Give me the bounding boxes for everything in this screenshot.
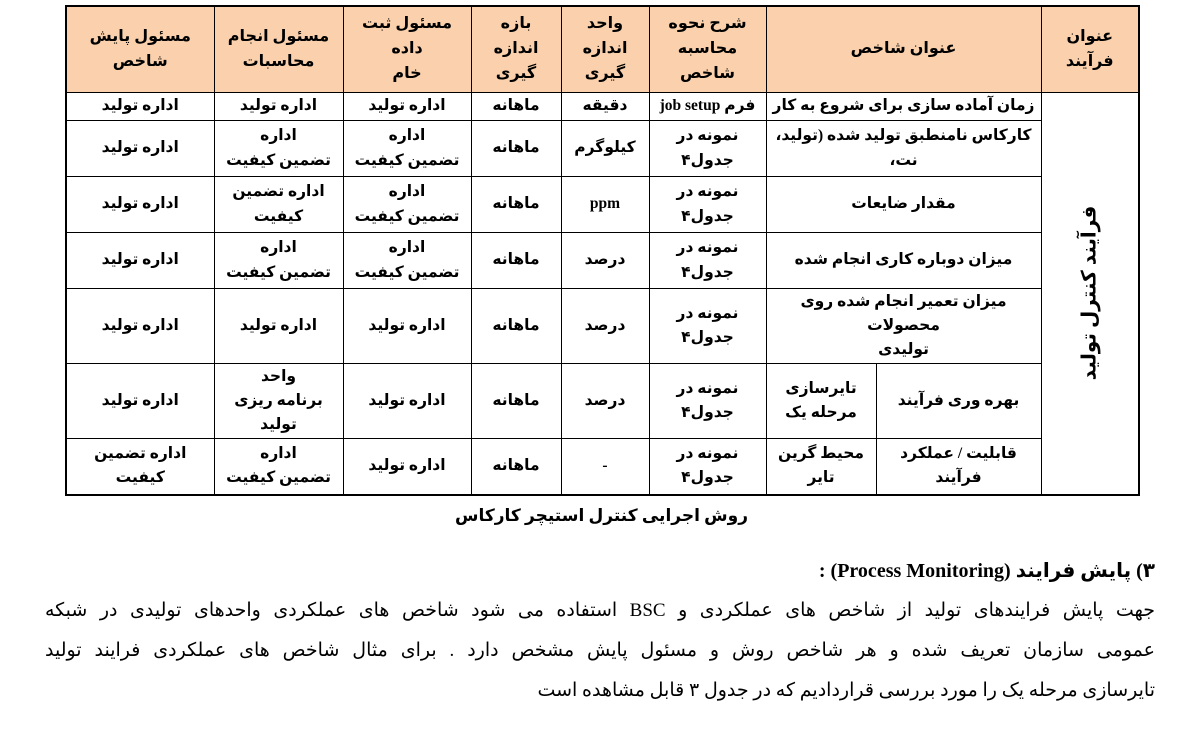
- cell-indicator-sub: محیط گرین تایر: [765, 438, 877, 496]
- cell-monitor: اداره تولید: [65, 287, 215, 365]
- cell-calc: نمونه در جدول۴: [648, 232, 767, 289]
- cell-calculator: اداره تضمین کیفیت: [213, 232, 344, 289]
- cell-unit: درصد: [560, 363, 650, 440]
- cell-recorder: اداره تضمین کیفیت: [342, 176, 472, 233]
- cell-interval: ماهانه: [470, 120, 562, 177]
- cell-indicator: میزان دوباره کاری انجام شده: [765, 232, 1042, 289]
- cell-calculator: اداره تولید: [213, 287, 344, 365]
- process-monitoring-section: ۳) پایش فرایند (Process Monitoring) : جه…: [45, 558, 1155, 711]
- cell-indicator: زمان آماده سازی برای شروع به کار: [765, 92, 1042, 121]
- paragraph-line: تایرسازی مرحله یک را مورد بررسی قراردادی…: [537, 679, 1155, 701]
- table-row: فرآیند کنترل تولید زمان آماده سازی برای …: [65, 91, 1140, 496]
- header-interval: بازه اندازه گیری: [470, 5, 562, 93]
- cell-calc: نمونه در جدول۴: [648, 363, 767, 440]
- table-row: کارکاس نامنطبق تولید شده (تولید، نت، نمو…: [65, 120, 1139, 177]
- cell-recorder: اداره تضمین کیفیت: [342, 232, 472, 289]
- cell-calculator: واحد برنامه ریزی تولید: [213, 363, 344, 440]
- cell-calculator: اداره تولید: [213, 92, 344, 121]
- cell-calculator: اداره تضمین کیفیت: [213, 120, 344, 177]
- cell-unit: درصد: [560, 287, 650, 365]
- cell-unit: کیلوگرم: [560, 120, 650, 177]
- cell-indicator-sub: تایرسازی مرحله یک: [765, 363, 877, 440]
- process-title-cell: فرآیند کنترل تولید: [1040, 91, 1140, 496]
- cell-unit: ppm: [560, 176, 650, 233]
- header-calc-method: شرح نحوه محاسبه شاخص: [648, 5, 767, 93]
- process-indicators-table: عنوان فرآیند عنوان شاخص شرح نحوه محاسبه …: [65, 5, 1141, 496]
- header-process-title: عنوان فرآیند: [1040, 5, 1140, 93]
- cell-indicator: مقدار ضایعات: [765, 176, 1042, 233]
- section-heading: ۳) پایش فرایند (Process Monitoring) :: [818, 559, 1155, 582]
- cell-recorder: اداره تضمین کیفیت: [342, 120, 472, 177]
- table-row: قابلیت / عملکرد فرآیند محیط گرین تایر نم…: [65, 438, 1139, 496]
- cell-monitor: اداره تولید: [65, 363, 215, 440]
- paragraph-line: عمومی سازمان تعریف شده و هر شاخص روش و م…: [45, 639, 1155, 661]
- header-unit: واحد اندازه گیری: [560, 5, 650, 93]
- header-monitor-responsible: مسئول پایش شاخص: [65, 5, 215, 93]
- header-calc-responsible: مسئول انجام محاسبات: [213, 5, 344, 93]
- cell-interval: ماهانه: [470, 363, 562, 440]
- cell-interval: ماهانه: [470, 232, 562, 289]
- cell-unit: -: [560, 438, 650, 496]
- cell-calculator: اداره تضمین کیفیت: [213, 438, 344, 496]
- cell-interval: ماهانه: [470, 438, 562, 496]
- cell-calc: نمونه در جدول۴: [648, 176, 767, 233]
- cell-calc: نمونه در جدول۴: [648, 438, 767, 496]
- cell-unit: درصد: [560, 232, 650, 289]
- process-title-vertical-text: فرآیند کنترل تولید: [1078, 205, 1101, 381]
- cell-unit: دقیقه: [560, 92, 650, 121]
- cell-monitor: اداره تضمین کیفیت: [65, 438, 215, 496]
- cell-monitor: اداره تولید: [65, 232, 215, 289]
- cell-indicator: میزان تعمیر انجام شده روی محصولات تولیدی: [765, 287, 1042, 365]
- cell-recorder: اداره تولید: [342, 363, 472, 440]
- cell-interval: ماهانه: [470, 92, 562, 121]
- section-paragraph: جهت پایش فرایندهای تولید از شاخص های عمل…: [45, 591, 1155, 711]
- table-caption: روش اجرایی کنترل استیچر کارکاس: [454, 505, 748, 525]
- cell-calculator: اداره تضمین کیفیت: [213, 176, 344, 233]
- cell-indicator: قابلیت / عملکرد فرآیند: [875, 438, 1042, 496]
- cell-recorder: اداره تولید: [342, 92, 472, 121]
- cell-recorder: اداره تولید: [342, 438, 472, 496]
- cell-interval: ماهانه: [470, 176, 562, 233]
- cell-monitor: اداره تولید: [65, 92, 215, 121]
- cell-calc: نمونه در جدول۴: [648, 120, 767, 177]
- cell-monitor: اداره تولید: [65, 120, 215, 177]
- cell-monitor: اداره تولید: [65, 176, 215, 233]
- paragraph-line: جهت پایش فرایندهای تولید از شاخص های عمل…: [45, 599, 1155, 621]
- cell-interval: ماهانه: [470, 287, 562, 365]
- table-container: عنوان فرآیند عنوان شاخص شرح نحوه محاسبه …: [65, 5, 1141, 496]
- table-row: بهره وری فرآیند تایرسازی مرحله یک نمونه …: [65, 363, 1139, 440]
- table-header-row: عنوان فرآیند عنوان شاخص شرح نحوه محاسبه …: [65, 5, 1140, 93]
- table-row: مقدار ضایعات نمونه در جدول۴ ppm ماهانه ا…: [65, 176, 1139, 233]
- table-row: میزان دوباره کاری انجام شده نمونه در جدو…: [65, 232, 1139, 289]
- cell-recorder: اداره تولید: [342, 287, 472, 365]
- cell-calc: نمونه در جدول۴: [648, 287, 767, 365]
- cell-indicator: بهره وری فرآیند: [875, 363, 1042, 440]
- cell-calc: فرم job setup: [648, 92, 767, 121]
- cell-indicator: کارکاس نامنطبق تولید شده (تولید، نت،: [765, 120, 1042, 177]
- header-indicator-title: عنوان شاخص: [765, 5, 1042, 93]
- table-row: میزان تعمیر انجام شده روی محصولات تولیدی…: [65, 287, 1139, 365]
- header-raw-data-recorder: مسئول ثبت داده خام: [342, 5, 472, 93]
